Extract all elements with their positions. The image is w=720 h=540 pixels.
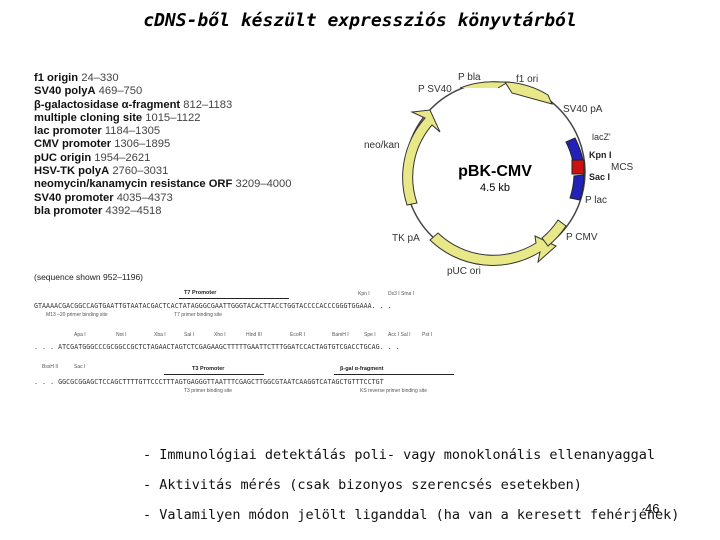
bullet-item: - Immunológiai detektálás poli- vagy mon… bbox=[143, 447, 656, 463]
site-label: Xba I bbox=[154, 332, 166, 338]
sequence-line-2: . . . ATCGATGGGCCCGCGGCCGCTCTAGAACTAGTCT… bbox=[34, 343, 400, 351]
label-sac: Sac I bbox=[589, 172, 610, 182]
site-label: BssH II bbox=[42, 364, 59, 370]
site-label: Not I bbox=[116, 332, 127, 338]
primer-site-label: T7 primer binding site bbox=[174, 312, 223, 318]
mcs-block bbox=[571, 159, 585, 175]
label-lacz: lacZ' bbox=[592, 132, 611, 142]
site-label: EcoR I bbox=[290, 332, 306, 338]
label-plac: P lac bbox=[585, 195, 607, 206]
feature-item: multiple cloning site 1015–1122 bbox=[34, 111, 201, 124]
puc-ori-arrow bbox=[429, 232, 557, 266]
label-p-cmv: P CMV bbox=[566, 232, 598, 243]
site-label: BamH I bbox=[332, 332, 349, 338]
sequence-block: T7 Promoter Kpn I Ds3 I Sma I GTAAAACGAC… bbox=[34, 282, 494, 400]
cmv-promoter-arrow bbox=[541, 219, 567, 247]
primer-site-label: M13 –20 primer binding site bbox=[46, 312, 108, 318]
bgal-fragment-label: β-gal α-fragment bbox=[340, 366, 384, 372]
feature-item: SV40 promoter 4035–4373 bbox=[34, 191, 173, 204]
site-label: Kpn I bbox=[358, 291, 370, 297]
t3-promoter-label: T3 Promoter bbox=[192, 366, 225, 372]
sequence-line-3: . . . GGCGCGGAGCTCCAGCTTTTGTTCCCTTTAGTGA… bbox=[34, 378, 384, 386]
site-label: Sac I bbox=[74, 364, 86, 370]
feature-item: neomycin/kanamycin resistance ORF 3209–4… bbox=[34, 178, 292, 191]
feature-item: f1 origin 24–330 bbox=[34, 72, 119, 84]
sequence-line-1: GTAAAACGACGGCCAGTGAATTGTAATACGACTCACTATA… bbox=[34, 302, 392, 310]
label-tk-pa: TK pA bbox=[392, 233, 420, 244]
site-label: Apa I bbox=[74, 332, 86, 338]
t7-promoter-label: T7 Promoter bbox=[184, 290, 217, 296]
feature-item: SV40 polyA 469–750 bbox=[34, 85, 143, 98]
site-label: Hind III bbox=[246, 332, 262, 338]
label-puc-ori: pUC ori bbox=[447, 266, 481, 277]
feature-list: f1 origin 24–330 SV40 polyA 469–750 β-ga… bbox=[34, 72, 291, 218]
f1-ori-arrow bbox=[504, 81, 553, 105]
bgal-fragment-arrow bbox=[334, 374, 454, 375]
label-p-sv40: P SV40 bbox=[418, 84, 452, 95]
sequence-note: (sequence shown 952–1196) bbox=[34, 272, 144, 282]
site-label: Spe I bbox=[364, 332, 376, 338]
bullet-item: - Aktivitás mérés (csak bizonyos szerenc… bbox=[143, 477, 582, 493]
plasmid-name: pBK-CMV bbox=[458, 163, 532, 180]
feature-item: HSV-TK polyA 2760–3031 bbox=[34, 165, 169, 178]
label-neo-kan: neo/kan bbox=[364, 140, 400, 151]
site-label: Acc I Sal I bbox=[388, 332, 411, 338]
site-label: Xho I bbox=[214, 332, 226, 338]
feature-item: CMV promoter 1306–1895 bbox=[34, 138, 171, 151]
plac-arrow bbox=[569, 174, 585, 201]
primer-site-label: T3 primer binding site bbox=[184, 388, 233, 394]
page-number: 46 bbox=[645, 501, 660, 516]
t7-promoter-arrow bbox=[179, 298, 289, 299]
plasmid-map: pBK-CMV 4.5 kb P bla f1 ori P SV40 SV40 … bbox=[364, 72, 634, 277]
feature-item: pUC origin 1954–2621 bbox=[34, 151, 151, 164]
label-sv40-pa: SV40 pA bbox=[563, 104, 603, 115]
label-p-bla: P bla bbox=[458, 72, 481, 83]
feature-item: β-galactosidase α-fragment 812–1183 bbox=[34, 98, 233, 111]
feature-item: lac promoter 1184–1305 bbox=[34, 125, 161, 138]
bullet-item: - Valamilyen módon jelölt liganddal (ha … bbox=[143, 507, 680, 523]
label-mcs: MCS bbox=[611, 162, 634, 173]
bullet-list: - Immunológiai detektálás poli- vagy mon… bbox=[143, 440, 679, 530]
primer-site-label: KS reverse primer binding site bbox=[360, 388, 427, 394]
site-label: Sal I bbox=[184, 332, 195, 338]
plasmid-size: 4.5 kb bbox=[480, 182, 510, 194]
label-kpn: Kpn I bbox=[589, 150, 612, 160]
neo-kan-arrow bbox=[402, 109, 441, 206]
feature-item: bla promoter 4392–4518 bbox=[34, 204, 162, 217]
label-f1-ori: f1 ori bbox=[516, 74, 538, 85]
page-title: cDNS-ből készült expressziós könyvtárból bbox=[143, 10, 577, 31]
sv40-promoter-arrow bbox=[459, 81, 510, 89]
site-label: Pst I bbox=[422, 332, 433, 338]
t3-promoter-arrow bbox=[164, 374, 264, 375]
site-label: Ds3 I Sma I bbox=[388, 291, 415, 297]
